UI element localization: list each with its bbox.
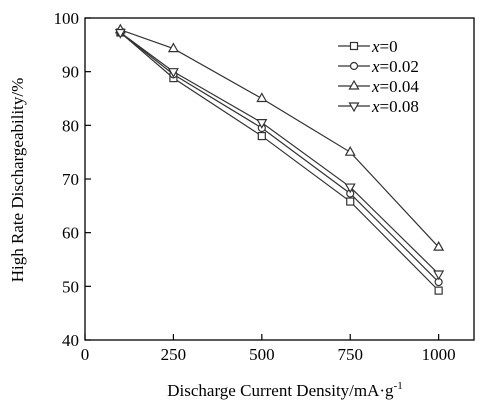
legend-label-value: =0.02 bbox=[380, 57, 419, 76]
x-axis-label: Discharge Current Density/mA·g-1 bbox=[167, 380, 402, 400]
data-point bbox=[344, 183, 356, 194]
x-axis-label-superscript: -1 bbox=[394, 380, 403, 392]
series-layer bbox=[114, 23, 445, 295]
legend-entry: x=0.04 bbox=[338, 77, 419, 96]
x-tick-label: 1000 bbox=[422, 345, 456, 364]
y-tick-label: 60 bbox=[62, 224, 79, 243]
data-point bbox=[433, 240, 445, 251]
legend-label: x=0.04 bbox=[371, 77, 419, 96]
legend-label-variable: x bbox=[371, 77, 380, 96]
x-axis-label-text: Discharge Current Density/mA·g bbox=[167, 381, 394, 400]
legend-label-variable: x bbox=[371, 57, 380, 76]
legend-label: x=0.08 bbox=[371, 97, 419, 116]
y-tick-label: 80 bbox=[62, 116, 79, 135]
legend-label-variable: x bbox=[371, 97, 380, 116]
legend-label: x=0.02 bbox=[371, 57, 419, 76]
data-point bbox=[167, 68, 179, 78]
y-tick-label: 40 bbox=[62, 331, 79, 350]
y-tick-label: 90 bbox=[62, 63, 79, 82]
data-point bbox=[344, 145, 356, 156]
legend-label: x=0 bbox=[371, 37, 398, 56]
data-point bbox=[256, 119, 268, 129]
legend-marker bbox=[348, 79, 360, 90]
legend-entry: x=0.02 bbox=[338, 57, 419, 76]
legend-label-value: =0 bbox=[380, 37, 398, 56]
x-tick-label: 0 bbox=[81, 345, 90, 364]
legend-entry: x=0.08 bbox=[338, 97, 419, 116]
x-tick-label: 500 bbox=[249, 345, 275, 364]
data-point bbox=[167, 42, 179, 53]
data-point bbox=[257, 131, 266, 141]
legend-marker bbox=[348, 102, 360, 113]
data-point bbox=[256, 92, 268, 103]
legend-label-value: =0.04 bbox=[380, 77, 420, 96]
data-point bbox=[114, 28, 126, 39]
legend-entry: x=0 bbox=[338, 37, 398, 56]
y-tick-label: 50 bbox=[62, 277, 79, 296]
data-point bbox=[434, 286, 443, 295]
y-tick-label: 100 bbox=[54, 9, 80, 28]
legend-marker bbox=[349, 41, 359, 51]
x-axis: 0 250 500 750 1000 bbox=[81, 334, 456, 364]
legend-label-value: =0.08 bbox=[380, 97, 419, 116]
y-tick-label: 70 bbox=[62, 170, 79, 189]
data-point bbox=[433, 270, 445, 281]
x-tick-label: 250 bbox=[161, 345, 187, 364]
x-tick-label: 750 bbox=[337, 345, 363, 364]
series-x=0.08 bbox=[114, 28, 445, 281]
data-point bbox=[346, 197, 355, 206]
legend-marker bbox=[349, 61, 359, 71]
legend: x=0x=0.02x=0.04x=0.08 bbox=[338, 37, 419, 116]
y-axis-label: High Rate Dischargeability/% bbox=[8, 78, 27, 283]
legend-label-variable: x bbox=[371, 37, 380, 56]
y-axis: 40 50 60 70 80 90 100 bbox=[54, 9, 91, 350]
